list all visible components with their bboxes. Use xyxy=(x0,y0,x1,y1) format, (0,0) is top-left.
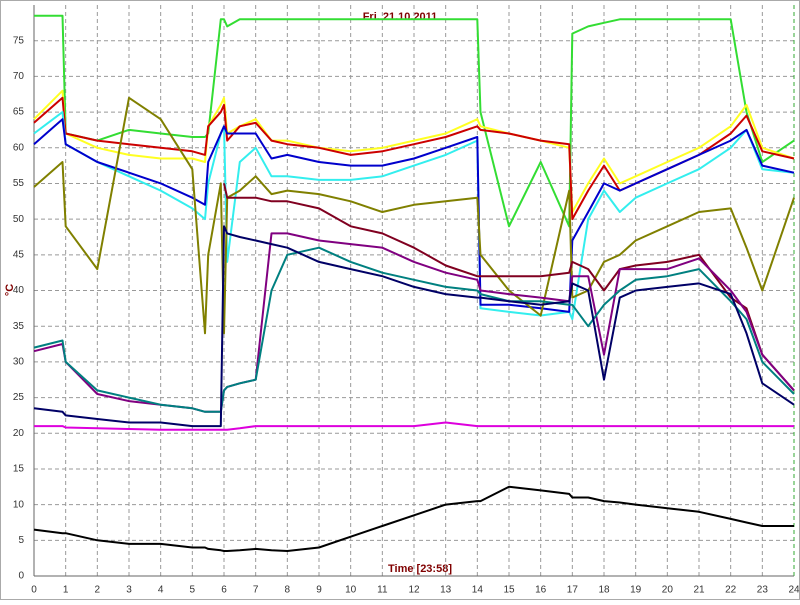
x-tick-label: 16 xyxy=(535,585,547,596)
x-tick-label: 2 xyxy=(95,585,101,596)
x-tick-label: 13 xyxy=(440,585,452,596)
y-tick-label: 50 xyxy=(13,214,25,225)
series-line xyxy=(34,421,794,431)
x-tick-label: 23 xyxy=(757,585,769,596)
y-tick-label: 15 xyxy=(13,464,25,475)
x-tick-label: 17 xyxy=(567,585,579,596)
y-tick-label: 45 xyxy=(13,249,25,260)
x-tick-label: 18 xyxy=(598,585,610,596)
y-tick-label: 60 xyxy=(13,142,25,153)
x-tick-label: 24 xyxy=(788,585,800,596)
x-tick-label: 21 xyxy=(693,585,705,596)
chart-title: Fri. 21.10.2011 xyxy=(363,11,438,23)
y-tick-label: 40 xyxy=(13,285,25,296)
x-tick-label: 7 xyxy=(253,585,259,596)
y-tick-label: 65 xyxy=(13,107,25,118)
x-tick-label: 6 xyxy=(221,585,227,596)
series-line xyxy=(34,14,795,228)
series-line xyxy=(223,183,795,392)
x-axis-label: Time [23:58] xyxy=(388,563,452,575)
y-tick-label: 10 xyxy=(13,499,25,510)
y-axis-label: °C xyxy=(4,284,16,296)
series-line xyxy=(33,89,795,213)
x-tick-label: 22 xyxy=(725,585,737,596)
y-tick-label: 35 xyxy=(13,321,25,332)
x-tick-label: 4 xyxy=(158,585,164,596)
y-tick-label: 55 xyxy=(13,178,25,189)
x-tick-label: 10 xyxy=(345,585,357,596)
y-tick-label: 30 xyxy=(13,357,25,368)
x-tick-label: 5 xyxy=(190,585,196,596)
x-tick-label: 19 xyxy=(630,585,642,596)
y-tick-label: 75 xyxy=(13,35,25,46)
series-line xyxy=(33,246,795,413)
x-tick-label: 12 xyxy=(408,585,420,596)
y-tick-label: 25 xyxy=(13,392,25,403)
x-tick-label: 9 xyxy=(316,585,322,596)
x-tick-label: 0 xyxy=(31,585,37,596)
x-tick-label: 1 xyxy=(63,585,69,596)
y-tick-label: 20 xyxy=(13,428,25,439)
series-line xyxy=(33,96,795,335)
y-tick-label: 5 xyxy=(18,535,24,546)
x-tick-label: 20 xyxy=(662,585,674,596)
x-tick-label: 11 xyxy=(377,585,388,596)
series-line xyxy=(33,111,795,321)
y-tick-label: 70 xyxy=(13,71,25,82)
series-line xyxy=(33,485,794,552)
x-tick-label: 8 xyxy=(285,585,291,596)
x-tick-label: 14 xyxy=(472,585,484,596)
y-tick-label: 0 xyxy=(18,571,24,582)
x-tick-label: 15 xyxy=(503,585,515,596)
series-line xyxy=(33,118,795,313)
series-line xyxy=(33,225,795,428)
x-tick-label: 3 xyxy=(126,585,132,596)
